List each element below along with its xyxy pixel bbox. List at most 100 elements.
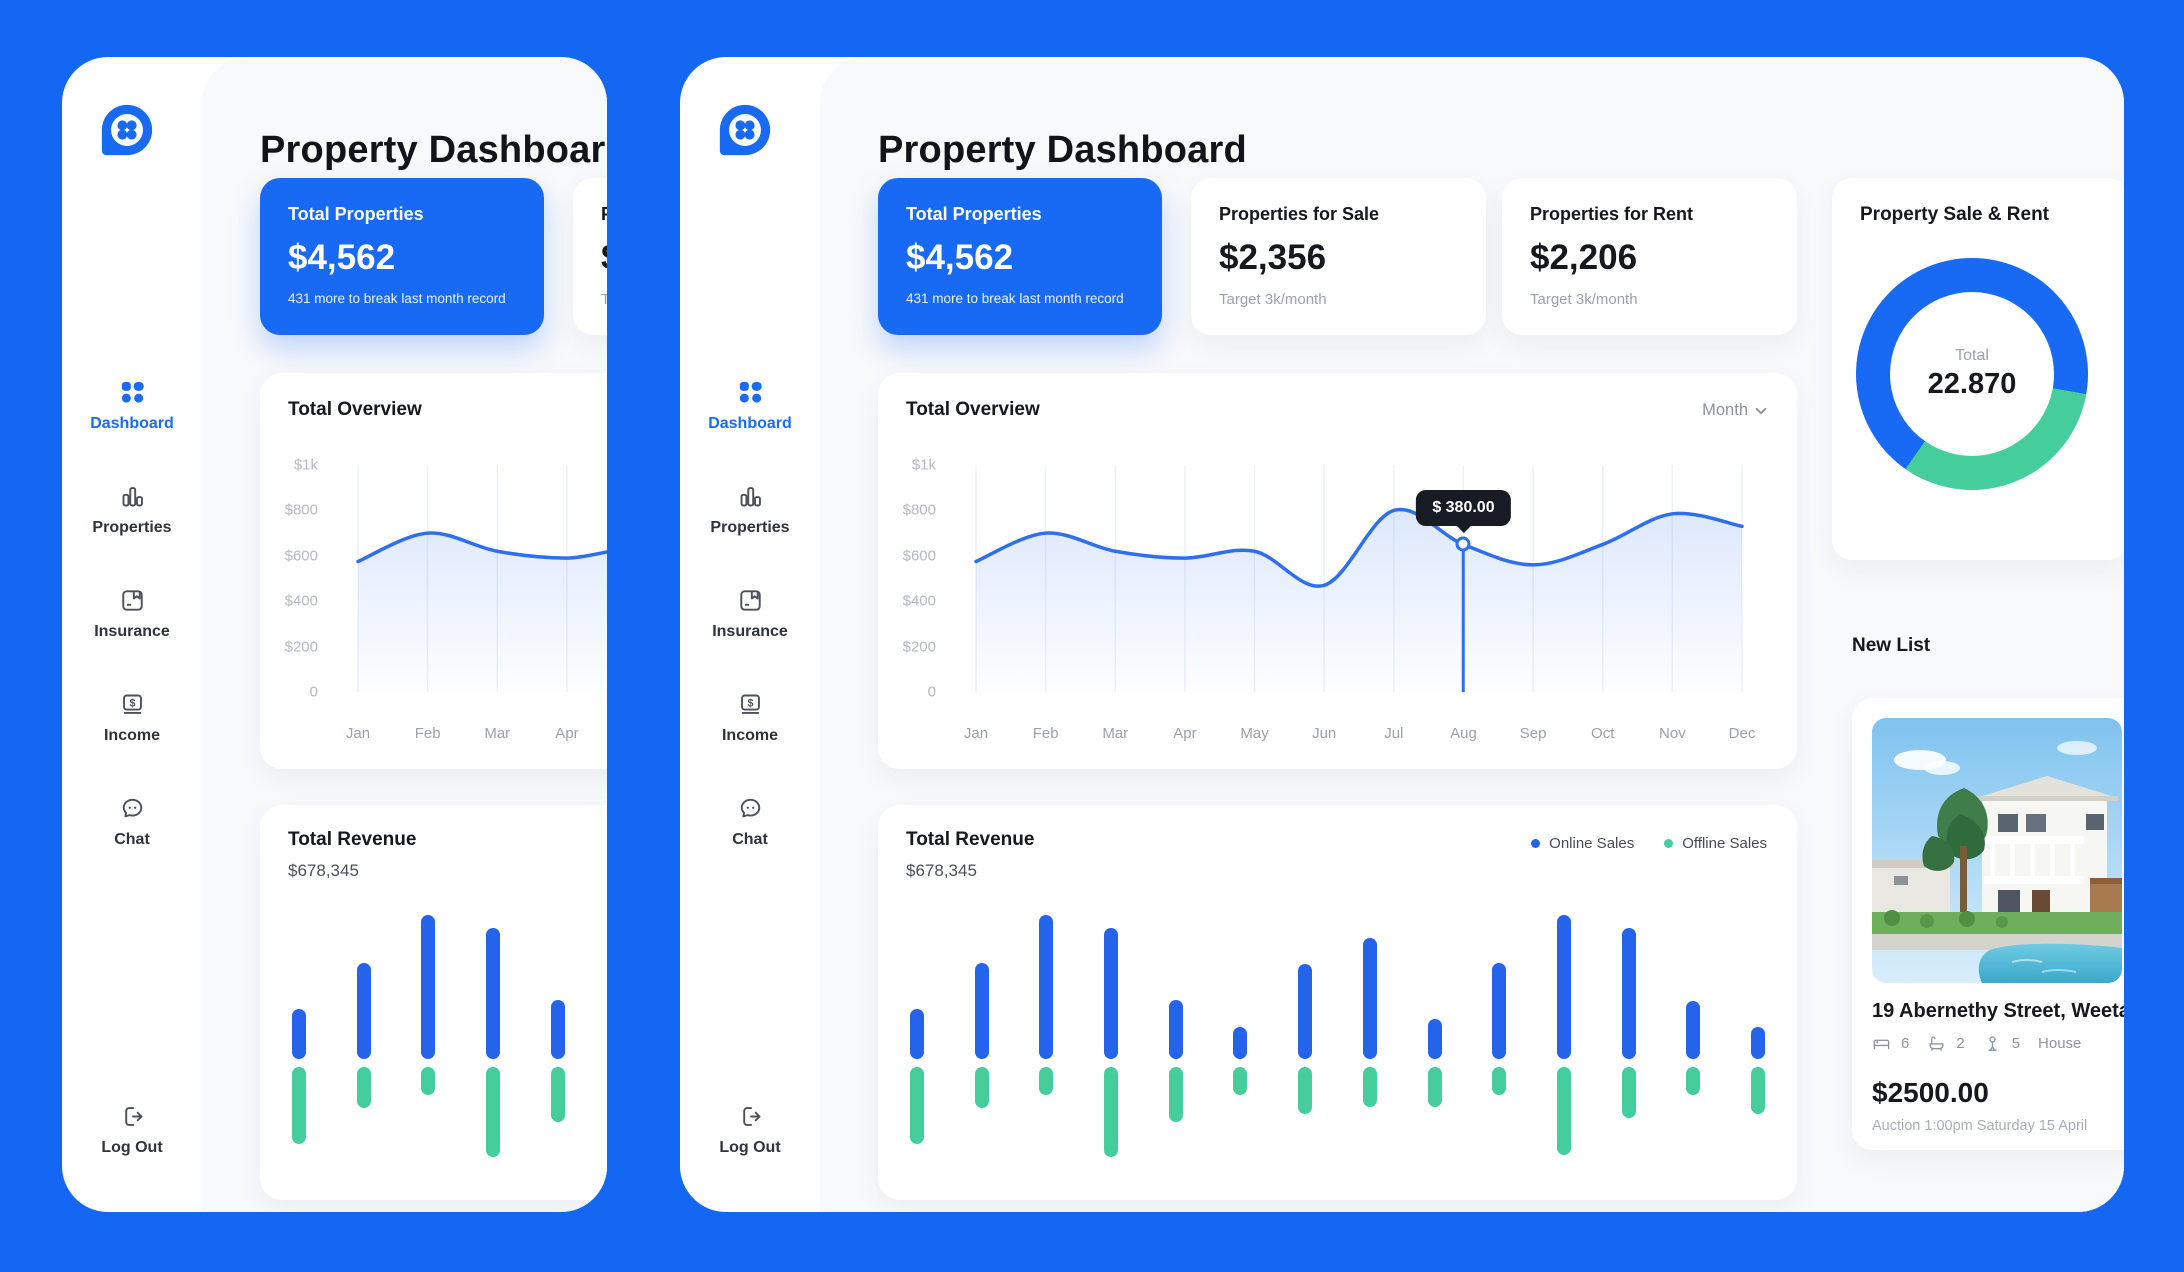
properties-chart-icon: [737, 483, 764, 510]
sidebar-item-dashboard[interactable]: Dashboard: [680, 379, 820, 433]
stat-card-properties-for-rent: Properties for Rent $2,206 Target 3k/mon…: [1502, 178, 1797, 335]
revenue-bar-pair: [1362, 901, 1377, 1171]
stat-note: Target 3k/month: [601, 291, 607, 308]
sidebar-item-properties[interactable]: Properties: [680, 483, 820, 537]
stat-card-properties-for-sale: Properties for Sale $2,356 Target 3k/mon…: [1191, 178, 1486, 335]
revenue-bar-pair: [421, 901, 436, 1171]
sidebar-item-label: Properties: [710, 519, 790, 536]
revenue-title: Total Revenue: [288, 829, 417, 850]
y-tick-label: $800: [284, 501, 318, 519]
data-point-marker: [1455, 536, 1471, 552]
offline-sales-bar: [1556, 1067, 1571, 1156]
stat-note: 431 more to break last month record: [906, 291, 1124, 306]
revenue-bars-plot: [292, 901, 607, 1171]
total-revenue-card: Total Revenue $678,345 Online Sales Offl…: [878, 805, 1797, 1200]
y-tick-label: 0: [309, 683, 318, 701]
x-tick-label: Mar: [484, 725, 511, 742]
online-sales-bar: [1750, 1027, 1765, 1059]
overview-line-plot: $ 380.00: [356, 465, 607, 692]
sidebar-item-income[interactable]: $ Income: [62, 691, 202, 745]
donut-center-value: 22.870: [1927, 368, 2017, 400]
revenue-bar-pair: [1039, 901, 1054, 1171]
online-sales-bar: [1686, 1001, 1701, 1059]
online-sales-bar: [1621, 927, 1636, 1059]
y-axis-labels: $1k $800 $600 $400 $200 0: [878, 457, 958, 701]
offline-sales-bar: [1298, 1067, 1313, 1114]
property-price: $2500.00: [1872, 1077, 1989, 1108]
overview-title: Total Overview: [906, 399, 1040, 420]
offline-sales-bar: [1686, 1067, 1701, 1095]
sidebar-item-dashboard[interactable]: Dashboard: [62, 379, 202, 433]
y-tick-label: $1k: [911, 456, 936, 474]
offline-sales-bar: [356, 1067, 371, 1109]
logout-icon: [119, 1103, 146, 1130]
online-sales-bar: [550, 999, 565, 1059]
beds-count: 6: [1901, 1035, 1910, 1052]
sidebar-item-insurance[interactable]: Insurance: [680, 587, 820, 641]
sidebar-item-chat[interactable]: Chat: [680, 795, 820, 849]
sidebar-logout-button[interactable]: Log Out: [62, 1103, 202, 1157]
new-list-title: New List: [1852, 635, 1931, 656]
revenue-bar-pair: [1556, 901, 1571, 1171]
stat-value: $4,562: [288, 238, 396, 277]
x-tick-label: Aug: [1450, 725, 1477, 742]
dashboard-grid-icon: [119, 379, 146, 406]
x-tick-label: Nov: [1659, 725, 1686, 742]
online-sales-dot: [1531, 839, 1541, 848]
sidebar-item-chat[interactable]: Chat: [62, 795, 202, 849]
revenue-bar-pair: [550, 901, 565, 1171]
x-tick-label: Jun: [1312, 725, 1337, 742]
x-tick-label: Jan: [963, 725, 989, 742]
y-tick-label: 0: [927, 683, 936, 701]
page-title: Property Dashboard: [878, 129, 1247, 171]
x-tick-label: Feb: [414, 725, 441, 742]
revenue-bar-pair: [1233, 901, 1248, 1171]
stat-value: $2,356: [1219, 238, 1327, 277]
chat-bubble-icon: [737, 795, 764, 822]
insurance-box-icon: [737, 587, 764, 614]
online-sales-bar: [1362, 938, 1377, 1059]
legend-item-online-sales: Online Sales: [1531, 835, 1634, 852]
app-logo: [716, 101, 774, 159]
revenue-bar-pair: [1104, 901, 1119, 1171]
revenue-bar-pair: [356, 901, 371, 1171]
total-overview-card: Total Overview Month $1k$800$600$400$200…: [260, 373, 607, 769]
sidebar-item-income[interactable]: $ Income: [680, 691, 820, 745]
offline-sales-bar: [421, 1067, 436, 1095]
y-tick-label: $400: [902, 592, 936, 610]
revenue-bar-pair: [1621, 901, 1636, 1171]
svg-text:$: $: [129, 697, 135, 709]
stat-card-total-properties: Total Properties $4,562 431 more to brea…: [260, 178, 544, 335]
online-sales-bar: [910, 1008, 924, 1059]
online-sales-bar: [1492, 962, 1507, 1059]
x-tick-label: Jul: [1384, 725, 1404, 742]
revenue-bar-pair: [1298, 901, 1313, 1171]
property-listing-card[interactable]: 19 Abernethy Street, Weetan 6 2 5 House …: [1852, 698, 2124, 1150]
x-tick-label: Apr: [555, 725, 579, 742]
revenue-bars-plot: [910, 901, 1765, 1171]
stat-label: Total Properties: [906, 204, 1042, 224]
revenue-bar-pair: [1427, 901, 1442, 1171]
stat-note: Target 3k/month: [1219, 291, 1327, 308]
stat-card-properties-for-sale: Properties for Sale $2,356 Target 3k/mon…: [573, 178, 607, 335]
revenue-bar-pair: [486, 901, 501, 1171]
month-filter-dropdown[interactable]: Month: [1702, 401, 1767, 420]
online-sales-bar: [356, 962, 371, 1059]
x-tick-label: Sep: [1519, 725, 1547, 742]
app-logo: [98, 101, 156, 159]
insurance-box-icon: [119, 587, 146, 614]
total-overview-card: Total Overview Month $1k$800$600$400$200…: [878, 373, 1797, 769]
revenue-bar-pair: [1750, 901, 1765, 1171]
dashboard-panel-right: Dashboard Properties Insurance: [680, 57, 2124, 1212]
sidebar-item-insurance[interactable]: Insurance: [62, 587, 202, 641]
online-sales-bar: [1298, 963, 1313, 1059]
stat-note: Target 3k/month: [1530, 291, 1638, 308]
sidebar-logout-button[interactable]: Log Out: [680, 1103, 820, 1157]
chat-bubble-icon: [119, 795, 146, 822]
bath-icon: [1929, 1036, 1944, 1051]
offline-sales-bar: [910, 1067, 924, 1144]
dashboard-panel-inner: Dashboard Properties Insurance: [62, 57, 607, 1212]
sidebar-item-properties[interactable]: Properties: [62, 483, 202, 537]
